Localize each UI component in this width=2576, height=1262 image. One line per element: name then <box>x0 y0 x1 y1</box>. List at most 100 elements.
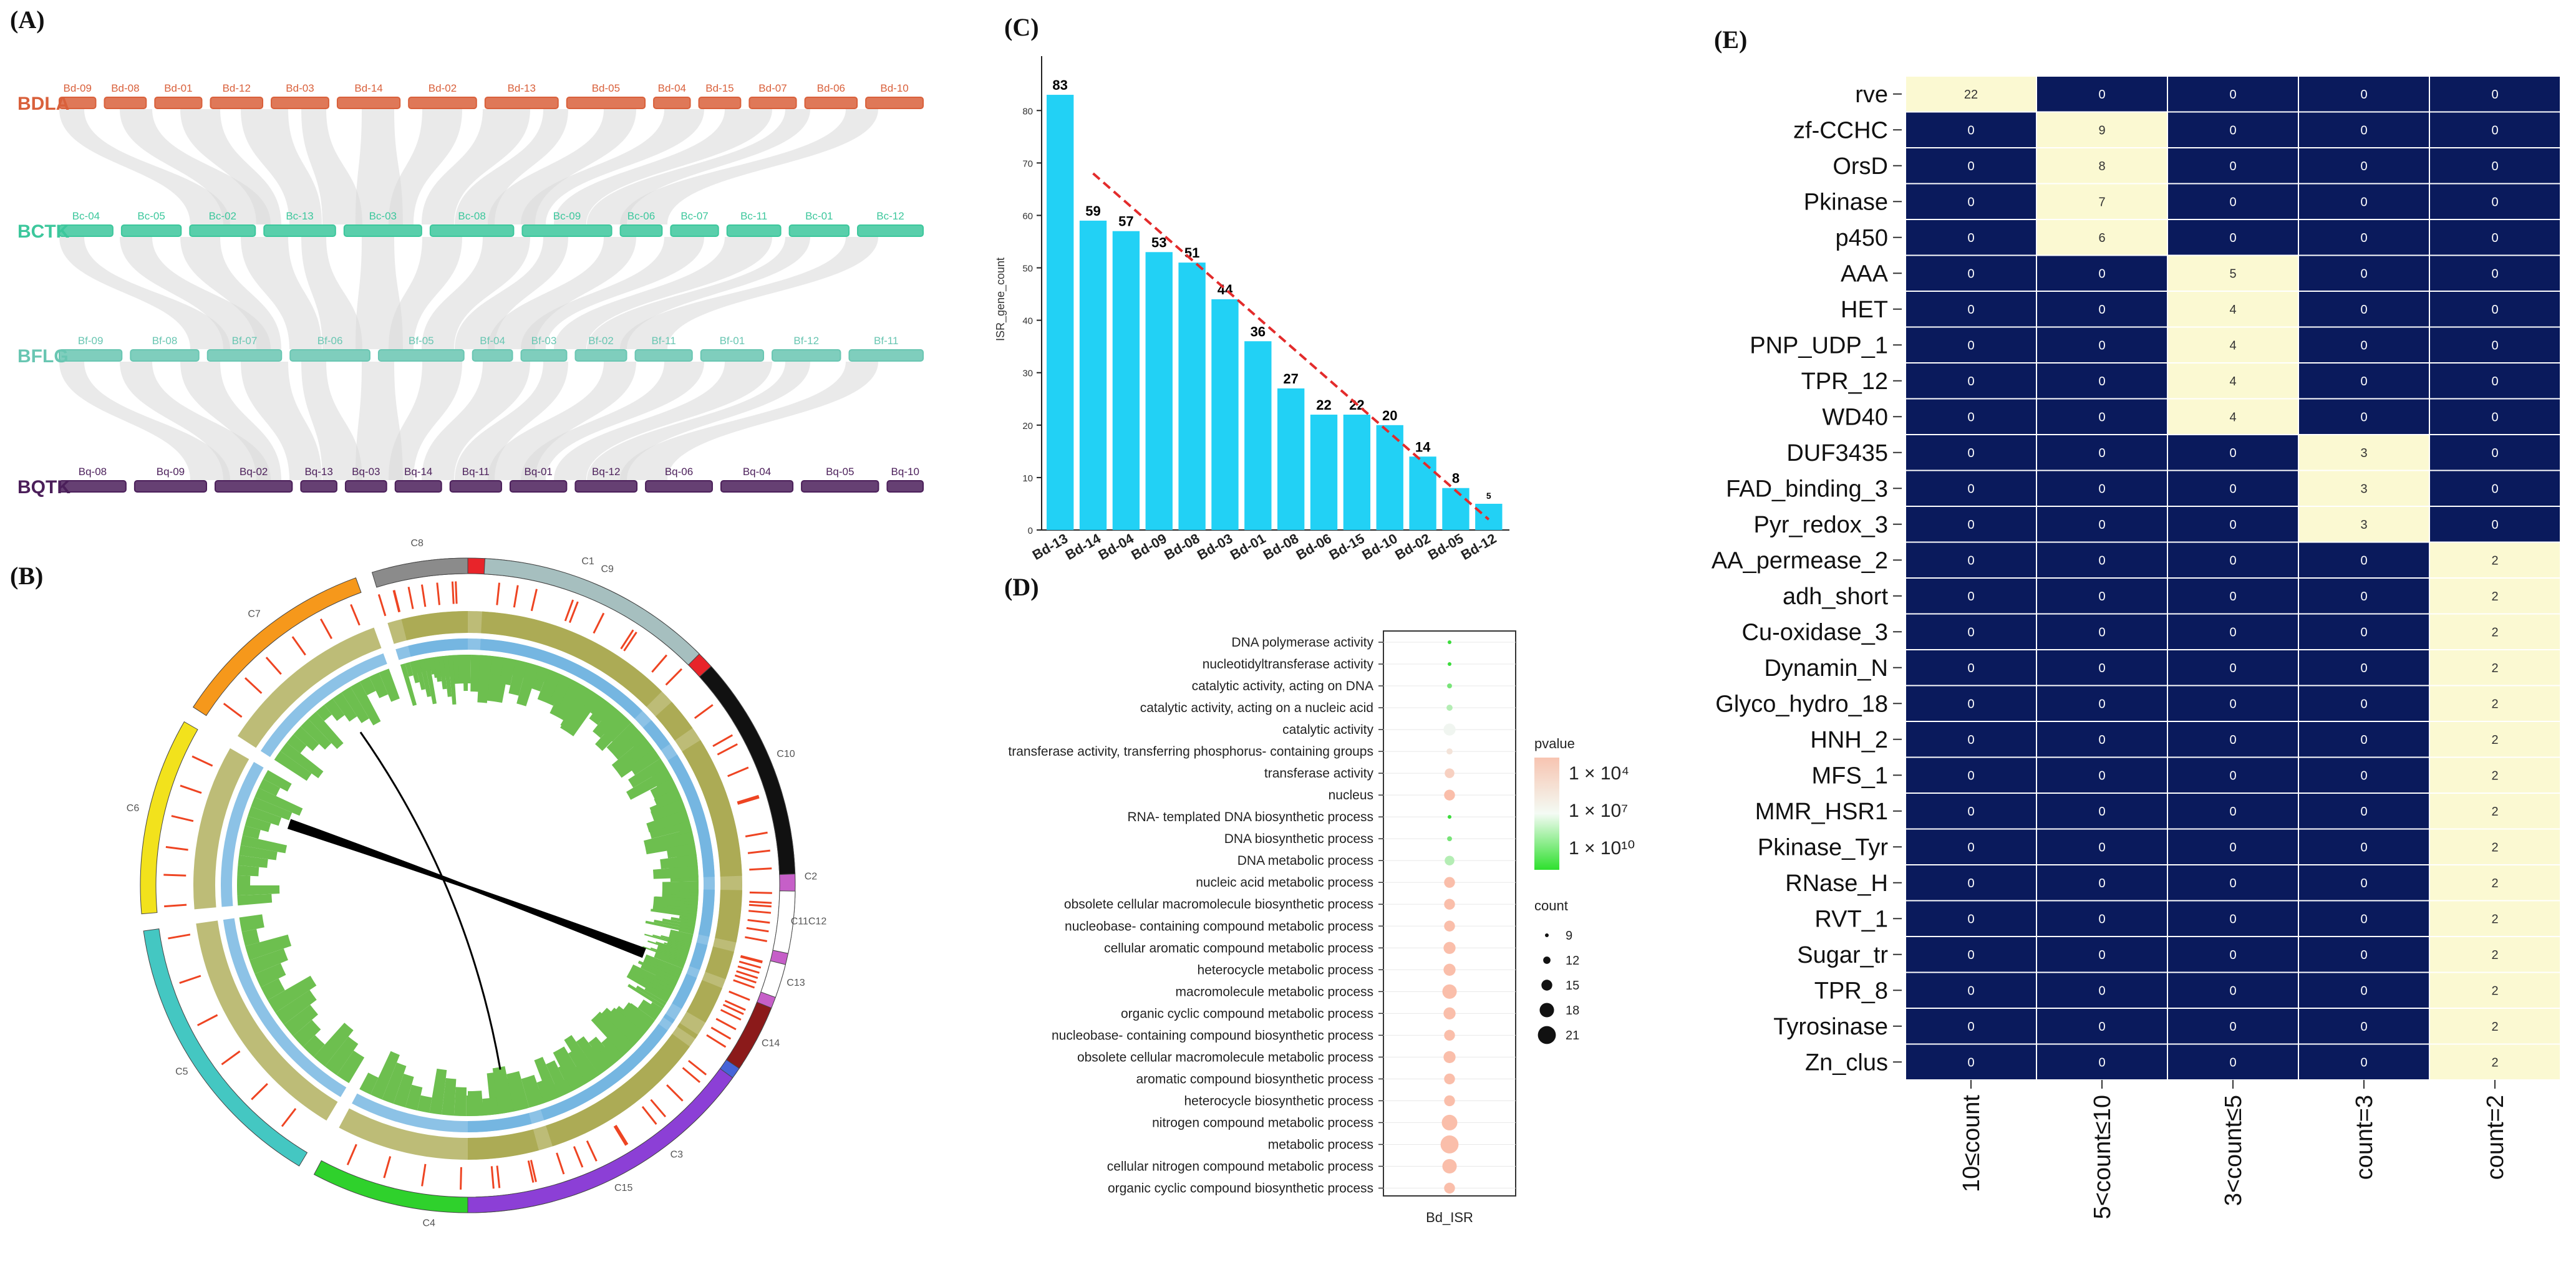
circos-histogram-bar <box>606 723 645 760</box>
go-term-label: catalytic activity, acting on a nucleic … <box>1140 701 1373 715</box>
heatmap-cell <box>2036 613 2168 650</box>
species-label: BDLA <box>17 94 69 114</box>
circos-histogram-bar <box>239 845 278 860</box>
circos-histogram-bar <box>274 751 312 781</box>
panel-b-label: (B) <box>10 562 44 590</box>
heatmap-cell-value: 0 <box>2491 482 2498 496</box>
synteny-ribbon <box>120 362 271 480</box>
legend-pvalue-label: 1 × 10⁴ <box>1569 763 1629 784</box>
circos-histogram-bar <box>370 1051 400 1100</box>
heatmap-cell-value: 0 <box>2360 231 2367 245</box>
heatmap-cell-value: 0 <box>2360 984 2367 998</box>
circos-gc-ring <box>480 638 643 719</box>
heatmap-cell <box>2429 75 2561 113</box>
synteny-ribbon <box>59 237 230 349</box>
chromosome-bar <box>886 480 924 493</box>
circos-histogram-bar <box>261 978 285 1001</box>
heatmap-cell-value: 0 <box>2229 195 2236 209</box>
circos-histogram-bar <box>553 1046 586 1091</box>
circos-chromosome-arc <box>371 557 468 588</box>
heatmap-cell-value: 0 <box>1967 769 1974 783</box>
circos-histogram-bar <box>626 768 672 800</box>
chromosome-label: Bf-11 <box>874 335 898 347</box>
heatmap-cell <box>1905 756 2037 794</box>
heatmap-cell-value: 2 <box>2491 590 2498 604</box>
heatmap-cell-value: 0 <box>1967 518 1974 532</box>
y-tick-label: 30 <box>1022 368 1033 379</box>
circos-gene-tick <box>738 960 762 969</box>
heatmap-cell-value: 0 <box>2360 410 2367 424</box>
heatmap-cell-value: 0 <box>2360 697 2367 711</box>
circos-histogram-bar <box>521 1074 545 1108</box>
circos-gene-tick <box>568 601 579 624</box>
heatmap-cell <box>2036 326 2168 364</box>
panel-a-synteny: Bd-09 Bd-08 Bd-01 Bd-12 Bd-03 Bd-14 Bd-02 Bd-13… <box>17 82 924 498</box>
heatmap-cell-value: 0 <box>1967 805 1974 819</box>
circos-chromosome-label: C10 <box>777 749 795 759</box>
go-dot <box>1443 963 1456 976</box>
heatmap-cell-value: 0 <box>2229 841 2236 854</box>
circos-histogram-bar <box>645 920 694 933</box>
heatmap-cell-value: 0 <box>2098 446 2105 460</box>
heatmap-cell-value: 0 <box>2229 446 2236 460</box>
synteny-ribbon <box>301 109 362 224</box>
heatmap-cell <box>2036 541 2168 579</box>
chromosome-label: Bd-04 <box>658 82 686 94</box>
heatmap-cell-value: 0 <box>1967 446 1974 460</box>
circos-gene-tick <box>666 1084 684 1102</box>
heatmap-cell-value: 0 <box>2098 482 2105 496</box>
circos-histogram-bar <box>313 1023 354 1067</box>
chromosome-label: Bc-09 <box>553 210 581 222</box>
heatmap-cell <box>2429 828 2561 865</box>
x-tick-label: Bd-09 <box>1128 531 1169 563</box>
heatmap-cell-value: 0 <box>2360 1056 2367 1069</box>
circos-gene-tick <box>727 766 749 778</box>
circos-gene-tick <box>586 1140 598 1162</box>
circos-gene-tick <box>745 831 768 837</box>
go-term-label: cellular nitrogen compound metabolic pro… <box>1107 1159 1373 1173</box>
circos-gc-ring <box>468 1024 668 1132</box>
circos-gene-tick <box>407 587 414 609</box>
circos-histogram-bar <box>555 680 583 718</box>
heatmap-cell-value: 0 <box>2229 625 2236 639</box>
heatmap-cell <box>2429 470 2561 507</box>
chromosome-label: Bf-11 <box>651 335 675 347</box>
synteny-ribbon <box>356 362 403 480</box>
chromosome-bar <box>509 480 568 493</box>
circos-histogram-bar <box>405 662 414 677</box>
heatmap-cell <box>2429 541 2561 579</box>
bar-value-label: 53 <box>1151 234 1166 250</box>
circos-histogram-bar <box>237 894 273 906</box>
circos-gene-tick <box>733 979 755 989</box>
circos-histogram-bar <box>500 657 516 686</box>
circos-histogram-bar <box>584 1044 612 1076</box>
y-tick-label: 0 <box>1028 526 1033 536</box>
circos-histogram-bar <box>646 974 675 991</box>
heatmap-cell-value: 5 <box>2229 267 2236 281</box>
circos-histogram-bar <box>237 875 251 885</box>
chromosome-bar <box>59 480 127 493</box>
circos-gene-tick <box>694 704 714 719</box>
heatmap-cell <box>2036 577 2168 615</box>
circos-gene-tick <box>460 1167 462 1190</box>
circos-histogram-bar <box>468 1091 483 1116</box>
circos-histogram-bar <box>251 797 293 821</box>
circos-gene-tick <box>527 1160 535 1183</box>
circos-histogram-bar <box>654 975 677 988</box>
heatmap-cell <box>2298 75 2430 113</box>
heatmap-cell <box>1905 326 2037 364</box>
circos-gene-tick <box>720 1009 742 1021</box>
heatmap-cell <box>2429 721 2561 758</box>
circos-histogram-bar <box>671 892 699 896</box>
chromosome-label: Bf-01 <box>720 335 745 347</box>
heatmap-cell <box>2298 470 2430 507</box>
go-term-label: DNA polymerase activity <box>1231 635 1373 650</box>
circos-chromosome-arc <box>193 577 362 716</box>
chromosome-label: Bc-04 <box>72 210 100 222</box>
heatmap-cell-value: 2 <box>2491 912 2498 926</box>
go-term-label: organic cyclic compound biosynthetic pro… <box>1108 1181 1373 1195</box>
chromosome-bar <box>210 97 264 109</box>
heatmap-cell-value: 0 <box>2098 410 2105 424</box>
circos-gene-tick <box>265 657 282 675</box>
heatmap-cell-value: 0 <box>2360 339 2367 352</box>
